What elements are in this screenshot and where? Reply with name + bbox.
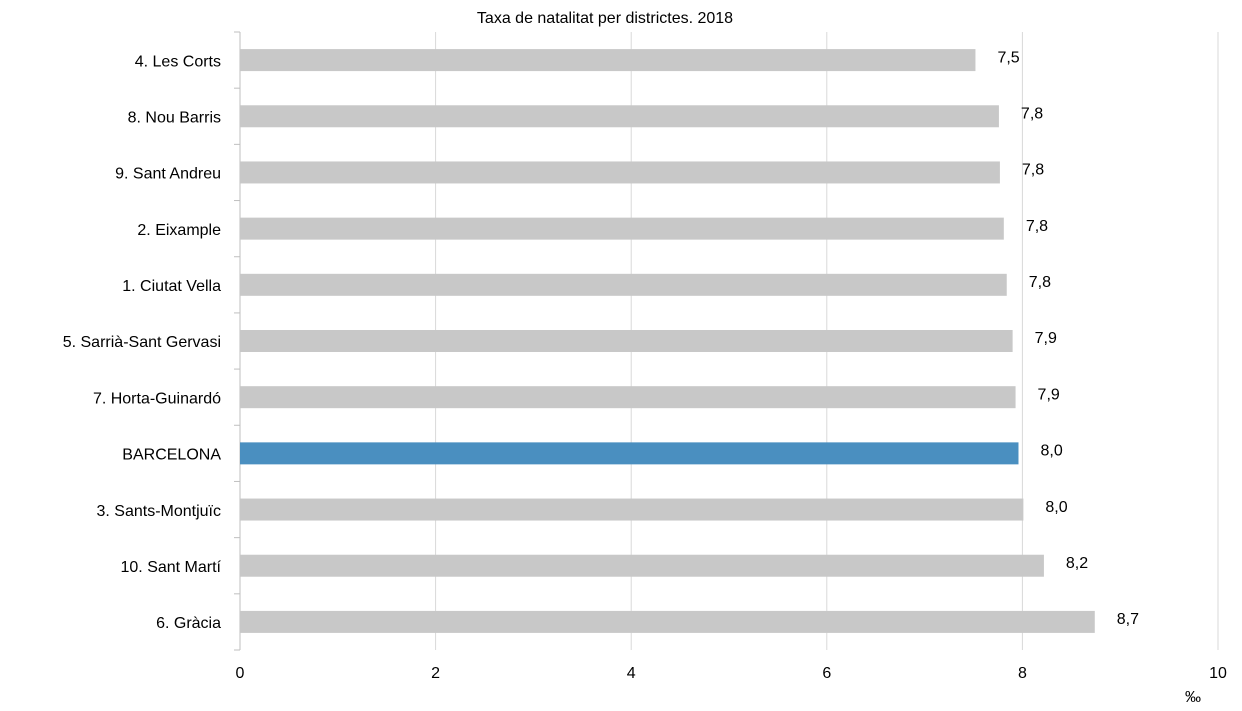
- bar: [240, 610, 1095, 633]
- y-tick-label: 4. Les Corts: [135, 53, 221, 70]
- bar: [240, 554, 1044, 577]
- y-tick-label: 3. Sants-Montjuïc: [97, 503, 222, 520]
- value-label: 7,8: [1022, 162, 1044, 179]
- value-label: 8,7: [1117, 611, 1139, 628]
- value-label: 7,8: [1021, 105, 1043, 122]
- bar: [240, 386, 1016, 409]
- y-tick-label: 5. Sarrià-Sant Gervasi: [63, 334, 221, 351]
- value-label: 7,9: [1038, 386, 1060, 403]
- x-tick-label: 8: [1018, 665, 1027, 682]
- bar: [240, 498, 1024, 521]
- bar: [240, 442, 1019, 465]
- bar: [240, 330, 1013, 352]
- y-tick-label: 7. Horta-Guinardó: [93, 390, 221, 407]
- value-label: 8,0: [1045, 499, 1067, 516]
- bar: [240, 105, 999, 128]
- y-tick-label: 2. Eixample: [137, 222, 221, 239]
- x-tick-label: 2: [431, 665, 440, 682]
- y-tick-label: BARCELONA: [122, 447, 221, 464]
- y-tick-label: 1. Ciutat Vella: [122, 278, 221, 295]
- y-tick-label: 6. Gràcia: [156, 615, 221, 632]
- y-tick-label: 10. Sant Martí: [121, 559, 222, 576]
- value-label: 8,2: [1066, 555, 1088, 572]
- value-label: 7,5: [997, 49, 1019, 66]
- value-label: 7,8: [1026, 218, 1048, 235]
- x-tick-label: 6: [822, 665, 831, 682]
- bar: [240, 217, 1004, 240]
- x-tick-label: 4: [627, 665, 636, 682]
- x-axis-label: ‰: [1185, 689, 1201, 706]
- value-label: 7,8: [1029, 274, 1051, 291]
- y-tick-label: 8. Nou Barris: [128, 109, 221, 126]
- chart-title: Taxa de natalitat per districtes. 2018: [477, 10, 733, 27]
- x-tick-label: 10: [1209, 665, 1227, 682]
- value-label: 8,0: [1040, 443, 1062, 460]
- x-tick-label: 0: [236, 665, 245, 682]
- y-tick-label: 9. Sant Andreu: [115, 166, 221, 183]
- bar: [240, 273, 1007, 296]
- bar: [240, 49, 976, 72]
- bar: [240, 161, 1000, 184]
- value-label: 7,9: [1035, 330, 1057, 347]
